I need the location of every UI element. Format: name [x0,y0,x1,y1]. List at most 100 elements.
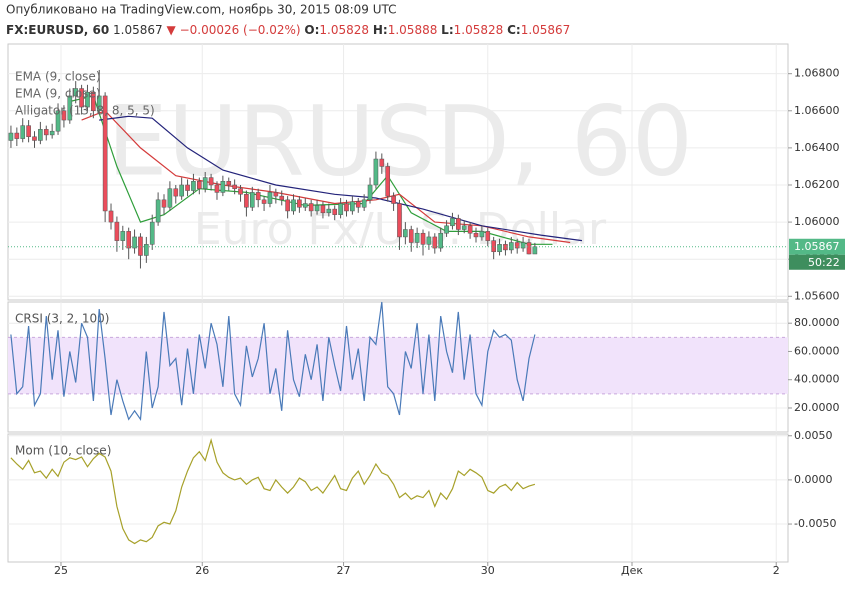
y-tick-label: 0.0050 [794,429,833,442]
ohlc-value: 1.05867 [521,23,571,37]
ohlc-label: O: [304,23,319,37]
candle-body [479,231,485,238]
last-price: 1.05867 [113,23,163,37]
candle-body [361,199,367,208]
candle-body [355,201,361,208]
candle-body [73,88,79,97]
candle-body [167,188,173,208]
pane-frame [7,43,789,301]
legend-entry: EMA (9, close) [15,87,101,101]
candle-body [485,231,491,241]
candle-body [426,236,432,245]
candle-body [326,208,332,214]
y-tick-label: 60.0000 [794,344,840,357]
plot-area: 25 26 27 30 Дек 2 1.06800 1.06600 1.06400 1.06200… [7,43,845,577]
candle-body [8,132,14,141]
candle-body [408,229,414,243]
candle-body [91,91,96,112]
candle-body [255,192,261,201]
y-tick-label: 1.06000 [794,215,840,228]
candle-body [191,181,196,191]
candle-body [450,218,455,227]
change: −0.00026 (−0.02%) [180,23,301,37]
candle-body [432,236,438,249]
candle-body [456,218,461,230]
candle-body [279,195,285,201]
candle-body [320,205,326,214]
last-price-box [789,238,845,255]
pane-frame [7,433,789,563]
candle-body [297,199,302,208]
candle-body [473,232,479,238]
y-tick-label: 40.0000 [794,373,840,386]
candle-body [26,125,31,138]
candle-body [261,199,267,204]
candle-body [526,242,532,255]
candle-body [491,240,496,253]
candle-body [55,110,61,132]
candle-body [179,184,184,197]
y-tick-label: 1.06200 [794,178,840,191]
candle-body [197,181,202,189]
candle-body [444,225,449,234]
candle-body [85,91,90,108]
indicator-line [10,301,536,422]
candle-body [67,95,73,121]
x-tick-label: 26 [195,564,209,577]
candle-body [126,231,131,249]
watermark: EURUSD, 60 [107,85,693,197]
candle-body [96,95,102,112]
candle-body [155,199,161,223]
ohlc-value: 1.05828 [319,23,369,37]
candle-body [291,199,296,212]
y-tick-label: 1.05600 [794,289,840,302]
candle-body [403,229,408,238]
candle-body [79,88,84,108]
candle-body [385,166,391,197]
y-tick-label: -0.0050 [794,517,836,530]
candle-body [367,184,373,201]
candle-body [532,246,538,255]
candle-body [238,188,243,195]
candle-body [14,132,20,139]
candle-body [161,199,167,208]
candle-body [144,244,149,256]
indicator-line [10,437,536,545]
candle-body [244,194,249,208]
candle-body [520,242,526,249]
ohlc-value: 1.05828 [454,23,504,37]
y-tick-label: 1.06600 [794,104,840,117]
pane-title: Mom (10, close) [15,444,111,458]
x-tick-label: 30 [481,564,495,577]
candle-body [267,192,273,204]
candle-body [102,95,108,212]
candle-body [49,130,55,136]
candle-body [373,158,379,186]
candle-body [38,129,43,141]
candle-body [350,201,355,212]
y-tick-label: 0.0000 [794,473,833,486]
candle-body [32,136,37,141]
ohlc-label: L: [441,23,453,37]
candle-body [314,205,320,212]
candle-body [61,110,67,121]
candle-body [285,199,290,212]
last-price-label: 1.05867 [794,240,840,253]
candle-body [379,158,385,167]
candle-body [414,232,420,243]
candle-body [461,225,467,230]
ohlc-value: 1.05888 [388,23,438,37]
candle-body [220,181,226,193]
down-arrow: ▼ [167,23,177,37]
published: Опубликовано на TradingView.com, ноябрь … [6,3,397,17]
candle-body [232,184,237,189]
candle-body [308,203,314,212]
y-tick-label: 20.0000 [794,401,840,414]
candle-body [514,242,520,249]
candle-body [420,232,426,245]
pane-title: CRSI (3, 2, 100) [15,312,109,326]
candle-body [138,236,143,256]
candle-body [344,203,349,212]
band [8,337,788,394]
